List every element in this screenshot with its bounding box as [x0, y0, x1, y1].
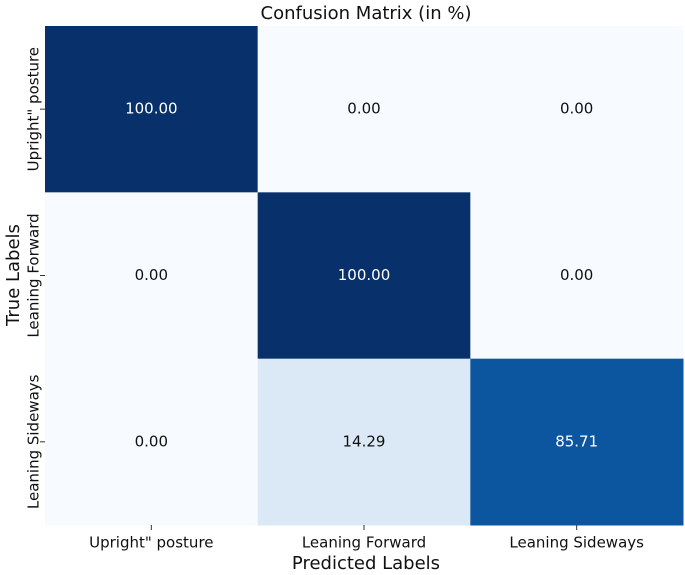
- cell-label: 85.71: [555, 432, 598, 450]
- heatmap-cell: [470, 358, 684, 526]
- cell-label: 0.00: [347, 100, 380, 118]
- heatmap-cell: [45, 192, 259, 360]
- heatmap-cell: [470, 26, 684, 193]
- y-tick-label: Leaning Forward: [25, 213, 43, 337]
- chart-title: Confusion Matrix (in %): [261, 3, 472, 24]
- heatmap-cell: [45, 358, 259, 526]
- y-tick-label: Upright" posture: [25, 47, 43, 171]
- x-tick-label: Leaning Sideways: [509, 534, 644, 552]
- cell-label: 0.00: [135, 432, 168, 450]
- cell-label: 0.00: [560, 100, 593, 118]
- x-axis-label: Predicted Labels: [292, 553, 440, 574]
- cell-label: 14.29: [343, 432, 386, 450]
- x-tick-label: Leaning Forward: [302, 534, 426, 552]
- y-tick-label: Leaning Sideways: [25, 374, 43, 509]
- cell-label: 0.00: [560, 266, 593, 284]
- cell-label: 100.00: [125, 100, 178, 118]
- cell-label: 0.00: [135, 266, 168, 284]
- x-tick-label: Upright" posture: [89, 534, 213, 552]
- heatmap-cell: [470, 192, 684, 360]
- heatmap-cell: [257, 26, 471, 193]
- heatmap-cell: [257, 192, 471, 360]
- cell-label: 100.00: [338, 266, 391, 284]
- y-axis-label: True Labels: [3, 224, 24, 327]
- heatmap-cell: [257, 358, 471, 526]
- heatmap-cell: [45, 26, 259, 193]
